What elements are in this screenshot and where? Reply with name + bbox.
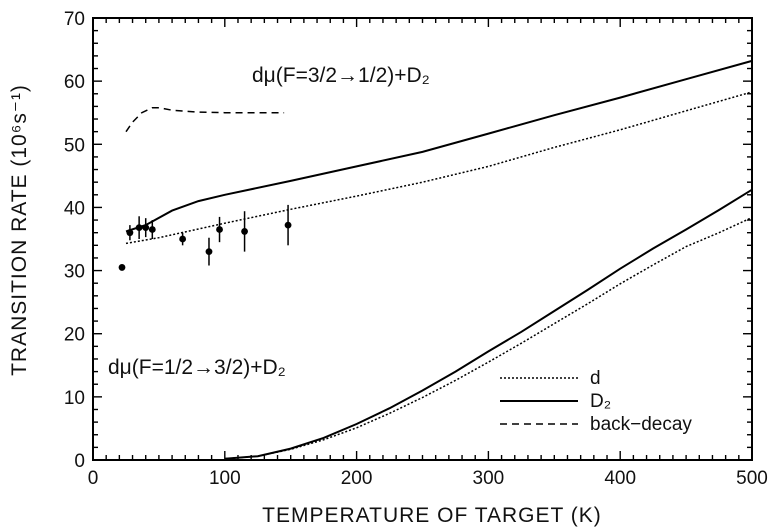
y-tick-label: 40: [64, 198, 85, 219]
x-tick-label: 100: [209, 468, 241, 489]
series-line-lower-solid: [224, 188, 753, 460]
annotation-upper: dμ(F=3/2→1/2)+D₂: [252, 64, 430, 87]
annotation-lower: dμ(F=1/2→3/2)+D₂: [108, 356, 286, 379]
x-tick-label: 400: [604, 468, 636, 489]
x-tick-label: 0: [88, 468, 99, 489]
x-axis-title: TEMPERATURE OF TARGET (K): [262, 504, 602, 527]
series-line-upper-solid: [125, 59, 753, 233]
y-tick-label: 50: [64, 135, 85, 156]
data-point: [148, 226, 156, 233]
x-tick-label: 300: [473, 468, 505, 489]
axis-ticks: [92, 17, 753, 461]
y-tick-label: 30: [64, 262, 85, 283]
series-line-upper-dashed: [125, 106, 285, 133]
y-tick-label: 70: [64, 9, 85, 30]
x-tick-label: 200: [341, 468, 373, 489]
data-point: [216, 226, 223, 233]
series-lines: [125, 59, 753, 460]
data-point: [126, 229, 134, 237]
data-point: [205, 248, 213, 256]
legend-label-d2: D₂: [590, 391, 611, 412]
data-point: [284, 221, 292, 229]
data-point: [179, 235, 187, 243]
y-tick-label: 20: [64, 325, 85, 346]
x-tick-label: 500: [736, 468, 768, 489]
x-tick-labels: 0 100 200 300 400 500: [88, 468, 768, 489]
y-axis-title: TRANSITION RATE (10⁶s⁻¹): [8, 84, 31, 376]
y-tick-label: 60: [64, 72, 85, 93]
series-line-lower-dotted: [224, 216, 753, 460]
legend: d D₂ back−decay: [500, 368, 692, 435]
data-point: [135, 224, 143, 232]
legend-label-d: d: [590, 368, 601, 389]
data-point: [118, 264, 126, 271]
legend-label-back-decay: back−decay: [590, 414, 692, 435]
data-point: [241, 228, 248, 235]
y-tick-labels: 0 10 20 30 40 50 60 70: [64, 9, 85, 472]
experimental-points: [118, 204, 292, 271]
y-tick-label: 0: [74, 451, 85, 472]
y-tick-label: 10: [64, 388, 85, 409]
data-point: [142, 224, 150, 232]
